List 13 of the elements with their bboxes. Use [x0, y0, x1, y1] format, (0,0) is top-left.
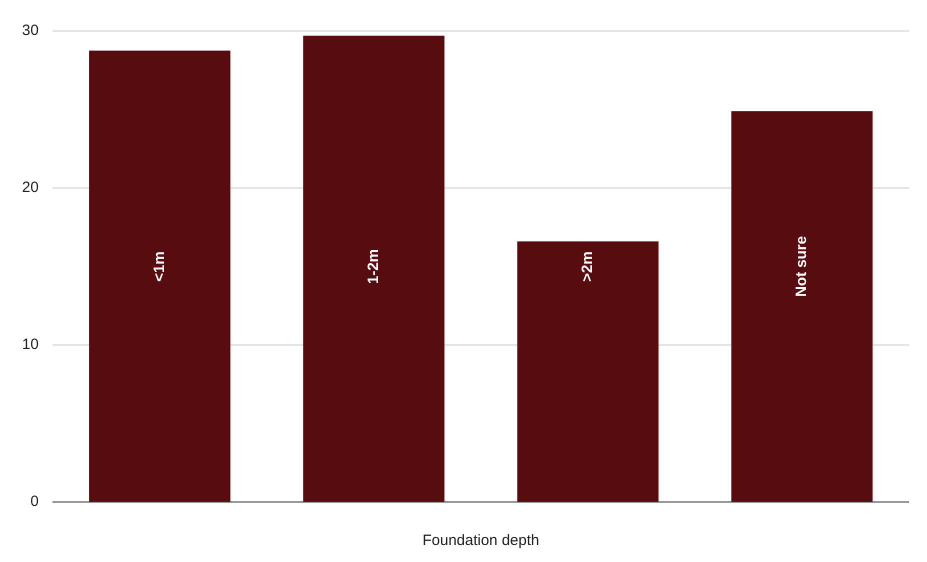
y-tick-label: 30 — [22, 22, 39, 40]
y-tick-label: 20 — [22, 179, 39, 196]
x-axis-title: Foundation depth — [422, 532, 540, 550]
y-tick-label: 10 — [22, 336, 39, 354]
bar — [517, 241, 659, 502]
bar — [89, 50, 230, 502]
bar — [731, 111, 873, 502]
x-tick-label: 1-2m — [364, 248, 382, 284]
bar — [303, 36, 444, 502]
x-tick-label: >2m — [579, 251, 596, 282]
y-tick-label: 0 — [30, 493, 39, 510]
x-tick-label: Not sure — [793, 236, 810, 297]
x-tick-label: <1m — [150, 251, 168, 282]
